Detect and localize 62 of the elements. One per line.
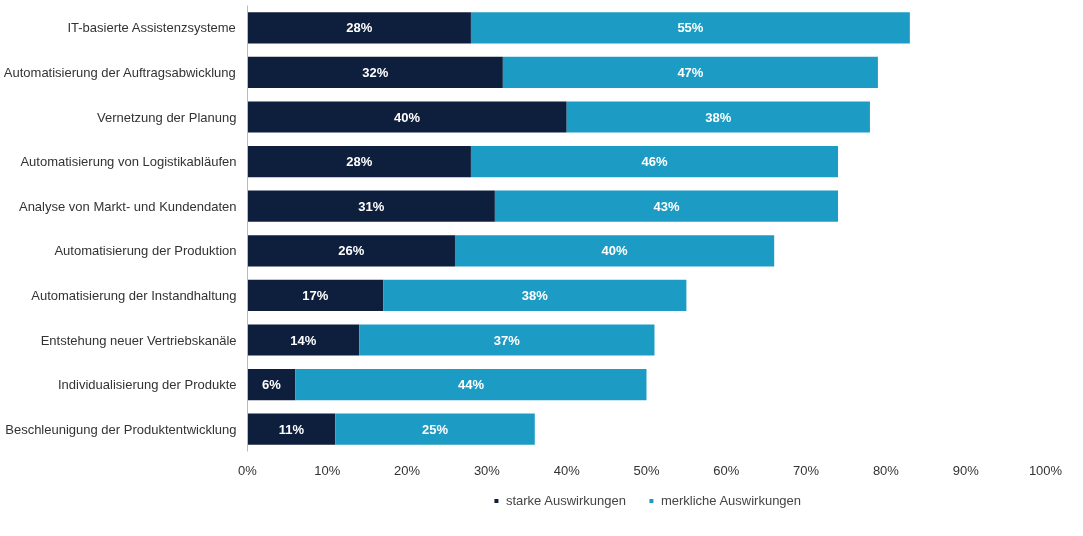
bar — [494, 190, 839, 222]
bar — [359, 324, 655, 356]
bar — [454, 235, 775, 267]
bar — [247, 279, 384, 312]
x-tick-label: 80% — [872, 462, 900, 478]
x-tick-label: 30% — [473, 462, 501, 478]
bar — [470, 145, 839, 178]
y-tick-label: Analyse von Markt- und Kundendaten — [18, 198, 237, 214]
data-label: 28% — [346, 20, 373, 36]
y-tick-label: Beschleunigung der Produktentwicklung — [5, 421, 237, 437]
y-tick-label: Vernetzung der Planung — [97, 109, 237, 125]
x-tick-label: 90% — [952, 462, 980, 478]
data-label: 40% — [394, 109, 421, 125]
data-label: 28% — [346, 154, 373, 170]
bar — [247, 324, 360, 356]
legend-label: starke Auswirkungen — [505, 492, 626, 508]
y-tick-label: Automatisierung der Instandhaltung — [31, 287, 237, 303]
data-label: 38% — [521, 287, 549, 303]
x-tick-label: 20% — [394, 462, 421, 478]
x-tick-label: 70% — [793, 462, 820, 478]
data-label: 43% — [653, 198, 680, 214]
x-tick-label: 100% — [1028, 462, 1063, 478]
bar — [247, 56, 503, 89]
x-tick-label: 10% — [314, 462, 341, 478]
data-label: 11% — [278, 421, 305, 437]
y-tick-label: IT-basierte Assistenzsysteme — [67, 20, 236, 36]
bar — [247, 413, 336, 445]
legend-label: merkliche Auswirkungen — [660, 492, 802, 508]
data-label: 14% — [290, 332, 317, 348]
x-tick-label: 0% — [238, 462, 258, 478]
bar — [247, 145, 471, 178]
data-label: 44% — [457, 377, 485, 393]
bar — [502, 56, 878, 89]
bar — [247, 235, 455, 267]
data-label: 25% — [422, 421, 449, 437]
data-label: 32% — [362, 64, 389, 80]
bar — [247, 101, 567, 133]
y-tick-label: Automatisierung der Produktion — [54, 243, 237, 259]
data-label: 31% — [358, 198, 385, 214]
data-label: 38% — [705, 109, 732, 125]
x-tick-label: 40% — [553, 462, 581, 478]
y-tick-label: Automatisierung von Logistikabläufen — [20, 154, 237, 170]
x-tick-label: 50% — [633, 462, 660, 478]
data-label: 40% — [601, 243, 629, 259]
y-tick-label: Individualisierung der Produkte — [58, 377, 237, 393]
x-tick-label: 60% — [713, 462, 740, 478]
bar — [247, 12, 471, 44]
y-tick-label: Entstehung neuer Vertriebskanäle — [40, 332, 237, 348]
data-label: 47% — [677, 64, 704, 80]
y-tick-label: Automatisierung der Auftragsabwicklung — [3, 64, 236, 80]
data-label: 26% — [338, 243, 365, 259]
bar — [383, 279, 687, 312]
bar — [566, 101, 870, 133]
bar — [335, 413, 535, 445]
bar — [295, 368, 647, 401]
data-label: 17% — [302, 287, 329, 303]
data-label: 46% — [641, 154, 668, 170]
data-label: 55% — [677, 20, 704, 36]
bar — [247, 190, 495, 222]
data-label: 37% — [493, 332, 521, 348]
bar — [470, 12, 910, 44]
data-label: 6% — [262, 377, 282, 393]
